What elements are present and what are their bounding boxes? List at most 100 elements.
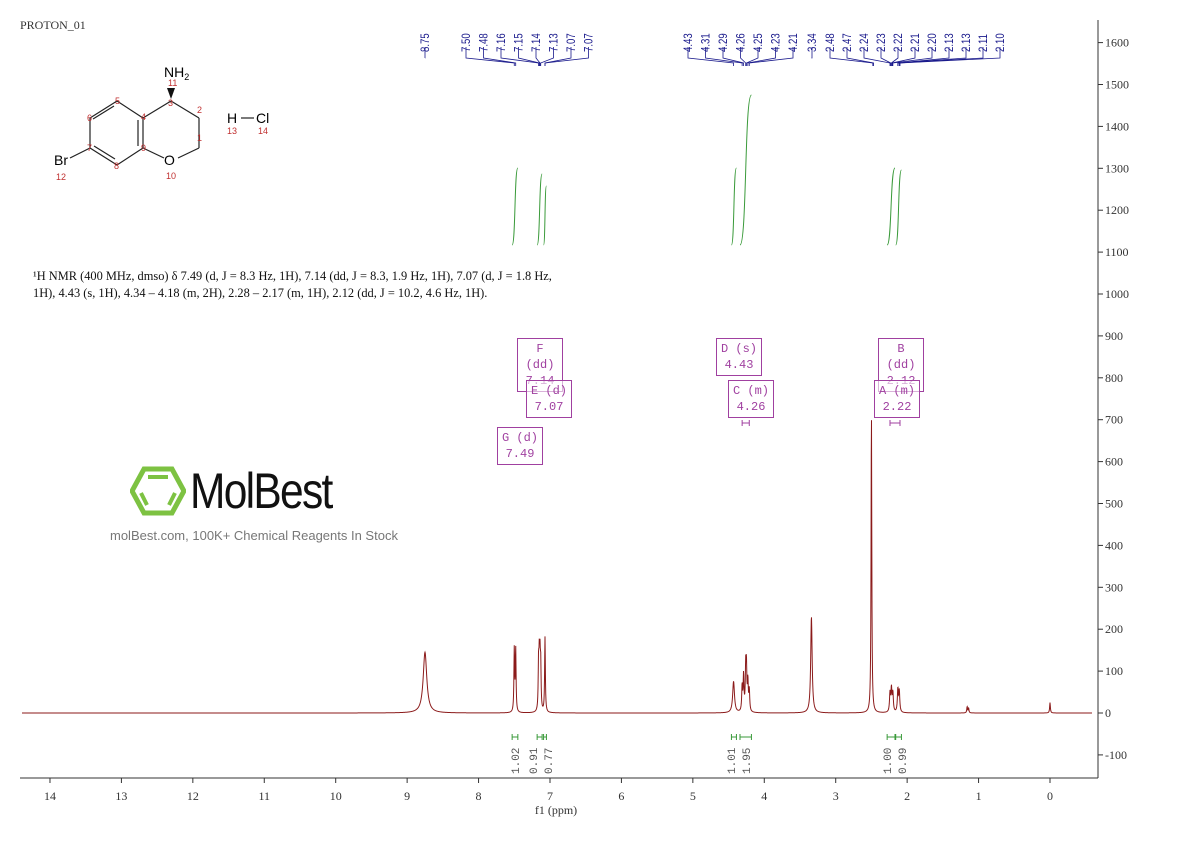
peak-label-leader <box>891 47 916 66</box>
peak-label-leader <box>863 47 891 66</box>
y-tick-label: 600 <box>1105 455 1123 469</box>
spectrum-trace <box>22 420 1092 714</box>
structure-bonds <box>69 100 254 166</box>
hexagon-logo-icon <box>130 466 186 516</box>
y-tick-label: 1500 <box>1105 78 1129 92</box>
peak-label: 7.48 <box>478 33 491 52</box>
integral-value: 0.99 <box>898 748 910 774</box>
peak-label-leader <box>687 47 734 66</box>
multiplet-box-D: D (s) 4.43 <box>716 338 762 376</box>
multiplet-box-C: C (m) 4.26 <box>728 380 774 418</box>
integral-curve <box>730 167 737 246</box>
integral-curve <box>511 167 519 246</box>
x-tick-label: 9 <box>404 789 410 803</box>
peak-label-leader <box>846 47 874 66</box>
peak-label-leader <box>898 47 984 66</box>
peak-label-leader <box>747 47 776 66</box>
nmr-description: ¹H NMR (400 MHz, dmso) δ 7.49 (d, J = 8.… <box>33 268 633 302</box>
atom-number: 12 <box>56 172 66 182</box>
atom-number: 11 <box>168 78 177 88</box>
peak-label-leader <box>748 47 794 66</box>
integral-curve <box>543 185 547 246</box>
atom-number: 14 <box>258 126 268 136</box>
peak-label-leader <box>811 47 813 59</box>
y-tick-label: 1400 <box>1105 119 1129 133</box>
peak-label-leader <box>535 47 541 66</box>
peak-label: 7.15 <box>513 33 526 52</box>
peak-label: 7.07 <box>565 33 578 52</box>
atom-o: O <box>164 152 175 168</box>
y-tick-label: 1300 <box>1105 161 1129 175</box>
peak-label-leader <box>892 47 933 66</box>
peak-label-leader <box>897 47 967 66</box>
integral-value: 0.77 <box>544 748 556 774</box>
description-line: ¹H NMR (400 MHz, dmso) δ 7.49 (d, J = 8.… <box>33 269 552 283</box>
x-axis-label: f1 (ppm) <box>535 803 577 817</box>
integral-value: 1.02 <box>511 748 523 774</box>
x-tick-label: 3 <box>833 789 839 803</box>
y-tick-label: -100 <box>1105 748 1127 762</box>
peak-label-leader <box>880 47 892 66</box>
x-tick-label: 12 <box>187 789 199 803</box>
peak-label: 7.07 <box>583 33 596 52</box>
wedge-bond <box>167 88 175 99</box>
peak-label-leader <box>518 47 540 66</box>
integral-value: 1.95 <box>742 748 754 774</box>
y-tick-label: 300 <box>1105 580 1123 594</box>
peak-label: 4.29 <box>717 33 730 52</box>
peak-label: 4.21 <box>787 33 800 52</box>
atom-number: 2 <box>197 105 202 115</box>
y-tick-label: 1200 <box>1105 203 1129 217</box>
peak-label-leader <box>465 47 515 66</box>
peak-label: 2.48 <box>824 33 837 52</box>
x-tick-label: 8 <box>476 789 482 803</box>
peak-label-leader <box>740 47 747 66</box>
peak-label-leader <box>829 47 874 66</box>
peak-label: 2.20 <box>926 33 939 52</box>
integral-bracket <box>895 734 902 740</box>
peak-label: 7.16 <box>495 33 508 52</box>
x-tick-label: 6 <box>618 789 624 803</box>
x-tick-label: 13 <box>115 789 127 803</box>
peak-label-leader <box>891 47 899 66</box>
multiplet-range <box>889 420 901 426</box>
peak-label: 4.25 <box>752 33 765 52</box>
peak-label: 4.23 <box>770 33 783 52</box>
peak-label: 8.75 <box>419 33 432 52</box>
peak-label: 2.13 <box>943 33 956 52</box>
integral-bracket <box>886 734 896 740</box>
atom-number: 8 <box>114 161 119 171</box>
y-tick-label: 500 <box>1105 497 1123 511</box>
integral-curve <box>739 94 752 246</box>
y-tick-label: 1100 <box>1105 245 1129 259</box>
y-tick-label: 900 <box>1105 329 1123 343</box>
atom-br: Br <box>54 152 68 168</box>
peak-label-leader <box>540 47 554 66</box>
peak-label: 4.31 <box>700 33 713 52</box>
peak-label-leader <box>746 47 759 66</box>
y-tick-label: 1600 <box>1105 36 1129 50</box>
multiplet-box-A: A (m) 2.22 <box>874 380 920 418</box>
peak-label: 4.43 <box>682 33 695 52</box>
peak-label: 2.24 <box>858 33 871 52</box>
atom-number: 9 <box>141 143 146 153</box>
atom-number: 13 <box>227 126 237 136</box>
peak-label: 7.13 <box>548 33 561 52</box>
integral-value: 0.91 <box>529 747 541 774</box>
logo-text: MolBest <box>190 463 333 519</box>
peak-label-leader <box>705 47 743 66</box>
y-tick-label: 200 <box>1105 622 1123 636</box>
multiplet-range <box>741 420 750 426</box>
integral-bracket <box>543 734 547 740</box>
peak-label: 7.14 <box>530 33 543 52</box>
y-tick-label: 800 <box>1105 371 1123 385</box>
peak-label: 2.47 <box>841 33 854 52</box>
peak-label-leader <box>544 47 589 66</box>
x-tick-label: 11 <box>258 789 270 803</box>
atom-numbers: 1 2 3 4 5 6 7 8 9 10 11 12 13 14 <box>56 78 268 182</box>
integral-value: 1.01 <box>727 747 739 774</box>
integral-value: 1.00 <box>883 748 895 774</box>
peak-label: 7.50 <box>460 33 473 52</box>
